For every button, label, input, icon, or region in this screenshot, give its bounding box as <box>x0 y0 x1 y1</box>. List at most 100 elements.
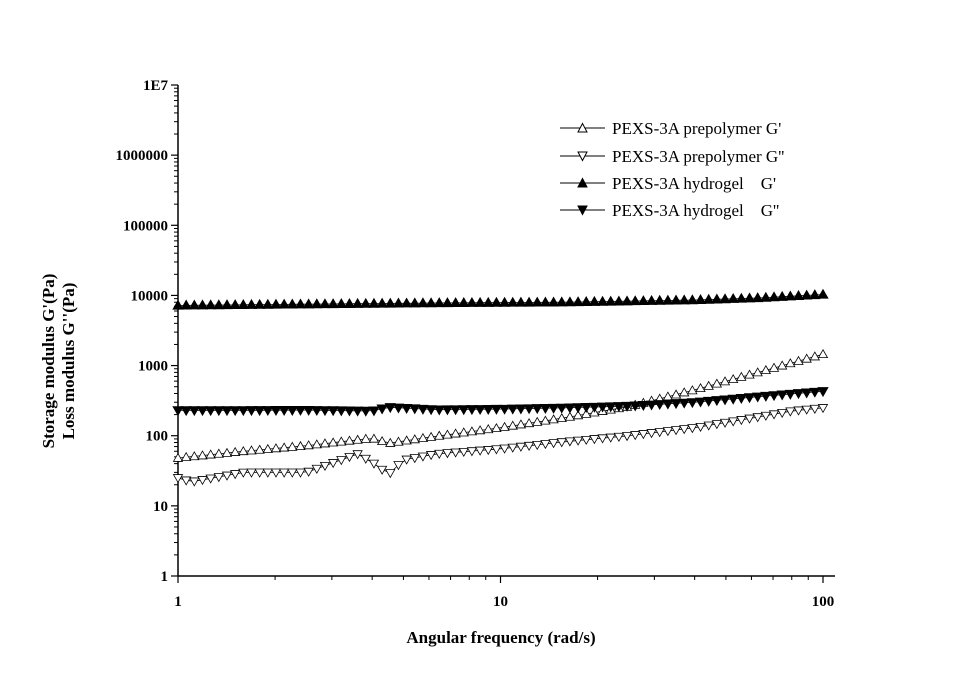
data-point-series-1 <box>254 468 265 478</box>
data-point-series-1 <box>809 404 821 414</box>
data-point-series-1 <box>760 411 772 421</box>
data-point-series-2 <box>596 295 609 306</box>
y-axis-title-line2: Loss modulus G''(Pa) <box>59 283 78 440</box>
legend-marker-open-triangle-up <box>577 122 588 133</box>
data-point-series-1 <box>711 420 723 430</box>
data-point-series-3 <box>686 398 699 409</box>
data-point-series-3 <box>294 405 307 416</box>
data-point-series-3 <box>760 391 772 402</box>
data-point-series-3 <box>360 406 372 417</box>
data-point-series-2 <box>335 298 347 309</box>
data-point-series-0 <box>695 382 706 393</box>
data-point-series-0 <box>385 437 396 447</box>
data-point-series-3 <box>392 403 405 414</box>
data-point-series-3 <box>229 406 241 417</box>
data-point-series-3 <box>302 405 315 416</box>
data-point-series-1 <box>425 451 437 461</box>
data-point-series-2 <box>458 297 470 307</box>
data-point-series-0 <box>507 420 518 430</box>
data-point-series-0 <box>180 451 192 462</box>
data-point-series-0 <box>278 442 290 452</box>
data-point-series-0 <box>360 433 371 443</box>
data-point-series-1 <box>507 443 518 453</box>
data-point-series-0 <box>719 376 731 386</box>
data-point-series-3 <box>474 405 486 416</box>
data-point-series-0 <box>221 447 233 457</box>
data-point-series-2 <box>270 298 282 309</box>
data-point-series-0 <box>425 431 437 441</box>
data-point-series-3 <box>335 406 347 417</box>
data-point-series-1 <box>491 445 502 455</box>
data-point-series-2 <box>507 296 519 307</box>
data-point-series-3 <box>221 406 233 417</box>
data-point-series-1 <box>262 468 273 478</box>
data-point-series-2 <box>474 296 486 307</box>
data-point-series-3 <box>319 406 331 417</box>
data-point-series-1 <box>393 461 404 471</box>
data-point-series-0 <box>287 441 298 451</box>
data-point-series-1 <box>344 453 355 463</box>
data-point-series-0 <box>172 452 184 462</box>
data-point-series-3 <box>441 405 454 416</box>
data-point-series-0 <box>327 437 339 447</box>
data-point-series-2 <box>213 299 225 310</box>
data-point-series-0 <box>572 410 584 420</box>
data-point-series-2 <box>196 299 209 310</box>
data-point-series-0 <box>776 360 788 370</box>
data-point-series-0 <box>458 427 469 437</box>
data-point-series-1 <box>744 414 755 424</box>
data-point-series-2 <box>409 297 421 308</box>
data-point-series-0 <box>409 434 420 444</box>
data-point-series-3 <box>245 406 258 417</box>
data-point-series-3 <box>409 404 421 415</box>
data-point-series-3 <box>703 396 715 407</box>
data-point-series-2 <box>776 290 788 301</box>
data-point-series-3 <box>262 406 274 417</box>
data-point-series-0 <box>752 367 763 377</box>
data-point-series-2 <box>572 296 584 307</box>
data-point-series-1 <box>417 452 429 462</box>
data-point-series-1 <box>654 428 665 438</box>
data-point-series-3 <box>768 391 780 402</box>
data-point-series-3 <box>172 406 184 417</box>
data-point-series-3 <box>670 399 682 410</box>
data-point-series-0 <box>262 443 273 453</box>
data-point-series-0 <box>376 435 388 446</box>
data-point-series-3 <box>327 406 339 417</box>
data-point-series-0 <box>295 440 306 451</box>
data-point-series-1 <box>605 433 616 443</box>
data-point-series-1 <box>670 426 682 436</box>
data-point-series-3 <box>343 406 356 417</box>
data-point-series-3 <box>564 403 576 414</box>
data-point-series-0 <box>238 446 249 456</box>
data-point-series-1 <box>172 474 184 484</box>
data-point-series-0 <box>442 429 453 439</box>
data-point-series-3 <box>368 406 380 417</box>
data-point-series-1 <box>581 435 592 446</box>
data-point-series-1 <box>458 447 469 458</box>
data-point-series-3 <box>596 402 609 413</box>
data-point-series-2 <box>253 298 266 309</box>
data-point-series-2 <box>743 292 756 303</box>
data-point-series-1 <box>564 437 576 447</box>
data-point-series-1 <box>679 425 690 435</box>
data-point-series-0 <box>491 422 502 433</box>
data-point-series-0 <box>270 443 282 453</box>
data-point-series-3 <box>727 394 739 405</box>
data-point-series-3 <box>637 401 650 411</box>
data-point-series-2 <box>311 298 323 309</box>
data-point-series-1 <box>597 434 608 444</box>
data-point-series-3 <box>458 405 470 416</box>
data-point-series-0 <box>319 438 331 448</box>
data-point-series-3 <box>800 388 813 399</box>
data-point-series-1 <box>336 456 347 466</box>
data-point-series-3 <box>237 406 250 417</box>
data-point-series-3 <box>776 390 788 401</box>
y-axis-title-line1: Storage modulus G'(Pa) <box>39 274 58 449</box>
data-point-series-1 <box>736 416 747 426</box>
data-point-series-1 <box>776 408 788 419</box>
data-point-series-2 <box>180 299 192 310</box>
data-point-series-3 <box>351 406 364 417</box>
data-point-series-1 <box>499 444 510 454</box>
